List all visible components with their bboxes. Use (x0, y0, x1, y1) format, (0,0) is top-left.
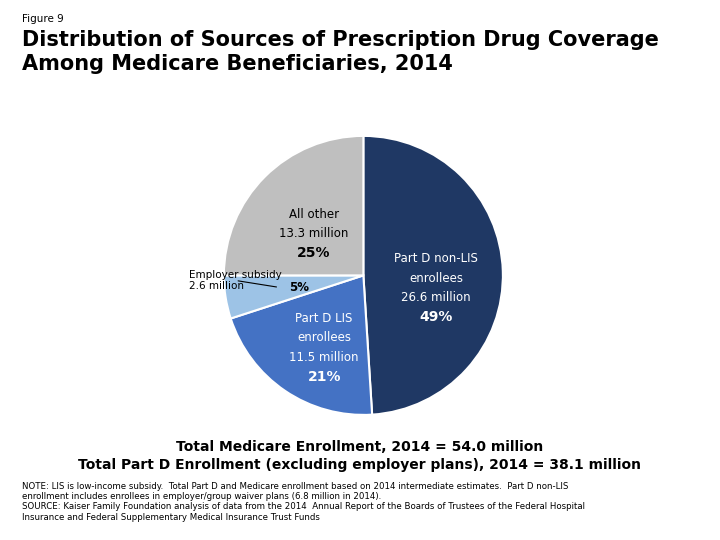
Text: Total Part D Enrollment (excluding employer plans), 2014 = 38.1 million: Total Part D Enrollment (excluding emplo… (78, 458, 642, 472)
Wedge shape (364, 136, 503, 415)
Text: Employer subsidy
2.6 million: Employer subsidy 2.6 million (189, 269, 282, 291)
Wedge shape (224, 136, 364, 275)
Text: 49%: 49% (419, 310, 453, 324)
Text: Part D LIS: Part D LIS (295, 312, 353, 325)
Wedge shape (224, 275, 364, 319)
Text: enrollees: enrollees (297, 332, 351, 345)
Text: 11.5 million: 11.5 million (289, 351, 359, 364)
Text: 25%: 25% (297, 246, 330, 260)
Text: Figure 9: Figure 9 (22, 14, 63, 24)
Text: 13.3 million: 13.3 million (279, 227, 348, 240)
Text: enrollees: enrollees (409, 272, 463, 285)
Text: Part D non-LIS: Part D non-LIS (394, 252, 478, 265)
Wedge shape (230, 275, 372, 415)
Text: 5%: 5% (289, 281, 309, 294)
Text: 21%: 21% (307, 370, 341, 384)
Text: NOTE: LIS is low-income subsidy.  Total Part D and Medicare enrollment based on : NOTE: LIS is low-income subsidy. Total P… (22, 482, 585, 522)
Text: Total Medicare Enrollment, 2014 = 54.0 million: Total Medicare Enrollment, 2014 = 54.0 m… (176, 440, 544, 454)
Text: 26.6 million: 26.6 million (401, 291, 471, 304)
Text: All other: All other (289, 208, 339, 221)
Text: Distribution of Sources of Prescription Drug Coverage
Among Medicare Beneficiari: Distribution of Sources of Prescription … (22, 30, 659, 73)
